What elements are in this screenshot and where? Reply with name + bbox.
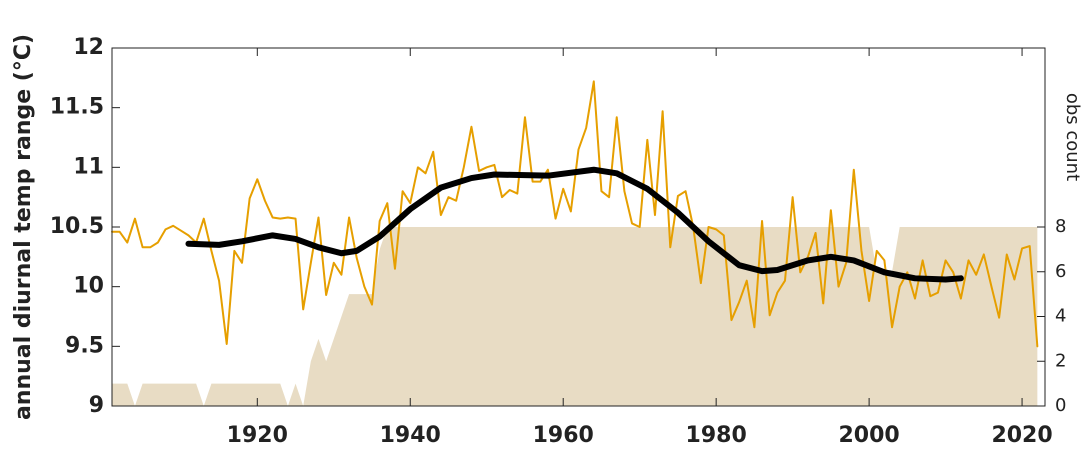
x-tick-label: 1960 (533, 423, 594, 448)
y2-tick-label: 4 (1055, 306, 1066, 327)
x-tick-label: 1980 (686, 423, 747, 448)
x-tick-label: 2000 (838, 423, 899, 448)
obs-count-area (112, 227, 1038, 406)
y2-tick-label: 0 (1055, 395, 1066, 416)
y-tick-label: 10.5 (50, 214, 104, 239)
y-tick-label: 9.5 (65, 333, 104, 358)
y-tick-label: 10 (73, 274, 104, 299)
y-tick-label: 11.5 (50, 95, 104, 120)
x-tick-label: 1920 (227, 423, 288, 448)
y-tick-label: 11 (73, 154, 104, 179)
y-axis-label: annual diurnal temp range (°C) (11, 34, 36, 420)
y2-tick-label: 2 (1055, 350, 1066, 371)
y-tick-label: 12 (73, 35, 104, 60)
y2-tick-label: 6 (1055, 261, 1066, 282)
x-tick-label: 2020 (991, 423, 1052, 448)
x-tick-label: 1940 (380, 423, 441, 448)
y2-axis-label: obs count (1062, 93, 1083, 181)
y-tick-label: 9 (89, 393, 104, 418)
y2-tick-label: 8 (1055, 216, 1066, 237)
annual-line (111, 80, 1039, 348)
smoothed-line (185, 166, 964, 283)
